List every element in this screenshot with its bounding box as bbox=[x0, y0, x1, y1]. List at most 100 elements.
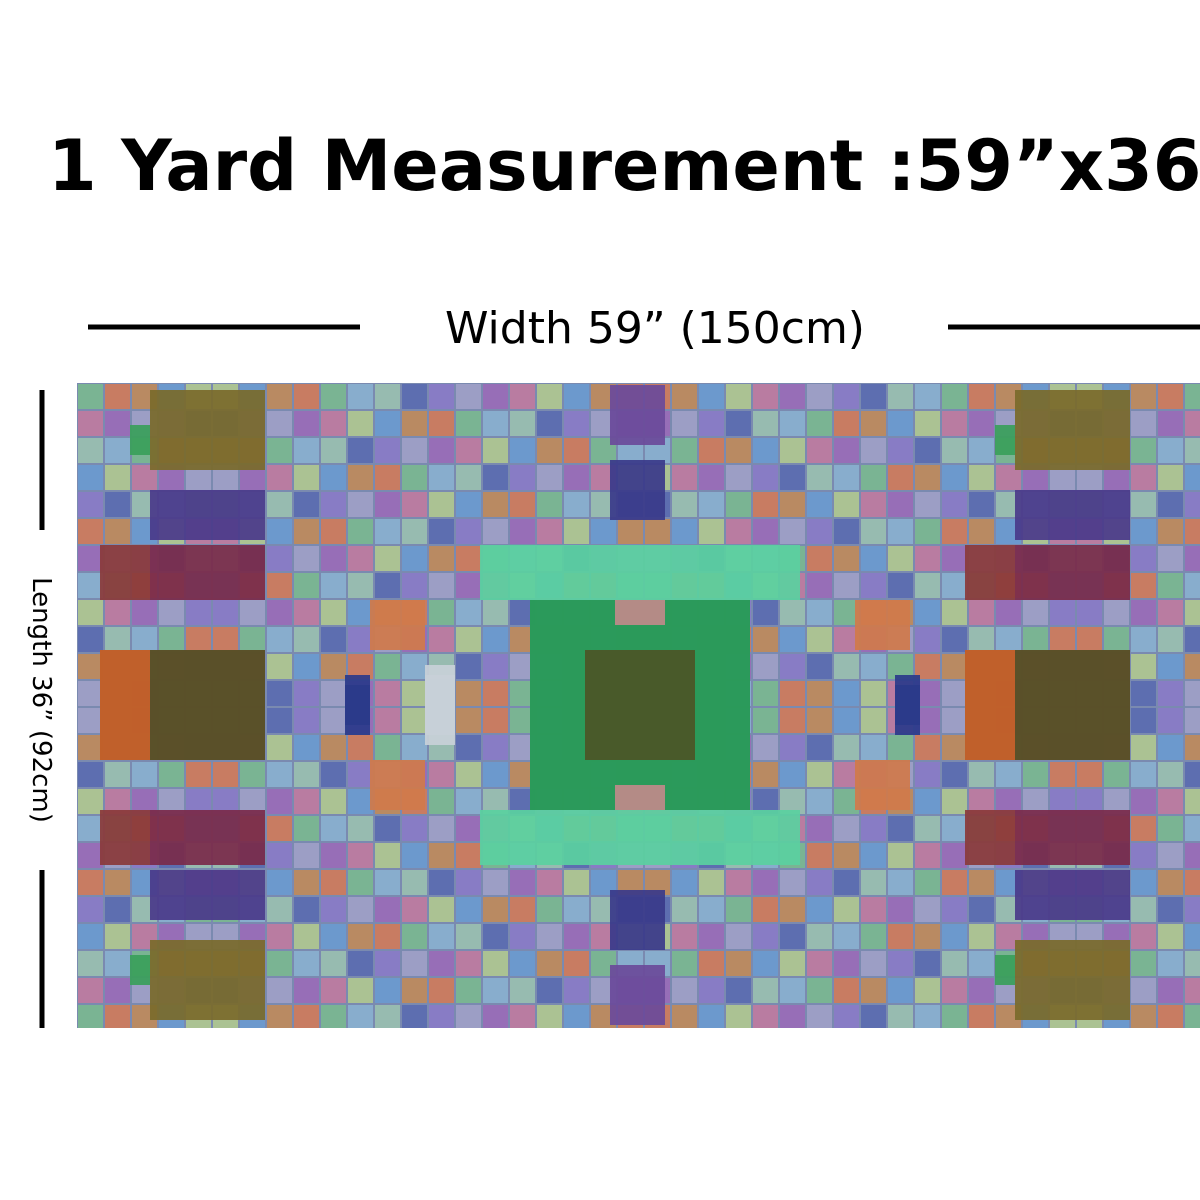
fabric-tile bbox=[995, 425, 1015, 455]
fabric-tile bbox=[105, 924, 130, 949]
fabric-tile bbox=[888, 816, 913, 841]
fabric-tile bbox=[834, 762, 859, 787]
fabric-tile bbox=[699, 978, 724, 1003]
fabric-tile bbox=[456, 735, 481, 760]
fabric-tile bbox=[942, 870, 967, 895]
fabric-tile bbox=[186, 762, 211, 787]
fabric-tile bbox=[375, 897, 400, 922]
fabric-tile bbox=[996, 600, 1021, 625]
fabric-tile bbox=[807, 762, 832, 787]
fabric-tile bbox=[1050, 627, 1075, 652]
fabric-tile bbox=[483, 1005, 508, 1028]
fabric-tile bbox=[375, 438, 400, 463]
fabric-tile bbox=[321, 681, 346, 706]
fabric-tile bbox=[834, 546, 859, 571]
fabric-tile bbox=[456, 546, 481, 571]
fabric-tile bbox=[105, 519, 130, 544]
fabric-tile bbox=[429, 951, 454, 976]
fabric-tile bbox=[564, 978, 589, 1003]
fabric-tile bbox=[78, 978, 103, 1003]
fabric-tile bbox=[726, 465, 751, 490]
fabric-tile bbox=[267, 681, 292, 706]
fabric-tile bbox=[942, 1005, 967, 1028]
fabric-tile bbox=[348, 573, 373, 598]
fabric-tile bbox=[807, 681, 832, 706]
fabric-tile bbox=[321, 897, 346, 922]
fabric-tile bbox=[456, 681, 481, 706]
fabric-tile bbox=[780, 411, 805, 436]
fabric-tile bbox=[726, 951, 751, 976]
fabric-tile bbox=[1158, 708, 1183, 733]
fabric-tile bbox=[78, 897, 103, 922]
fabric-tile bbox=[807, 465, 832, 490]
fabric-tile bbox=[510, 897, 535, 922]
fabric-tile bbox=[610, 385, 665, 445]
fabric-tile bbox=[672, 519, 697, 544]
fabric-tile bbox=[610, 965, 665, 1025]
fabric-tile bbox=[267, 762, 292, 787]
fabric-tile bbox=[807, 735, 832, 760]
fabric-tile bbox=[402, 519, 427, 544]
fabric-tile bbox=[267, 411, 292, 436]
fabric-tile bbox=[834, 465, 859, 490]
fabric-tile bbox=[429, 627, 454, 652]
fabric-tile bbox=[267, 1005, 292, 1028]
fabric-tile bbox=[130, 425, 150, 455]
fabric-tile bbox=[895, 675, 920, 725]
fabric-tile bbox=[861, 411, 886, 436]
fabric-tile bbox=[375, 492, 400, 517]
fabric-tile bbox=[294, 546, 319, 571]
fabric-tile bbox=[348, 1005, 373, 1028]
fabric-tile bbox=[1131, 843, 1156, 868]
fabric-tile bbox=[348, 411, 373, 436]
fabric-tile bbox=[915, 897, 940, 922]
fabric-tile bbox=[483, 465, 508, 490]
fabric-tile bbox=[267, 789, 292, 814]
fabric-tile bbox=[942, 951, 967, 976]
fabric-tile bbox=[861, 735, 886, 760]
fabric-tile bbox=[726, 978, 751, 1003]
fabric-tile bbox=[699, 519, 724, 544]
fabric-tile bbox=[510, 519, 535, 544]
fabric-tile bbox=[483, 978, 508, 1003]
fabric-tile bbox=[564, 519, 589, 544]
fabric-tile bbox=[780, 897, 805, 922]
fabric-tile bbox=[100, 810, 150, 865]
fabric-tile bbox=[1023, 762, 1048, 787]
fabric-tile bbox=[753, 492, 778, 517]
fabric-tile bbox=[294, 708, 319, 733]
fabric-tile bbox=[807, 951, 832, 976]
fabric-tile bbox=[375, 735, 400, 760]
fabric-tile bbox=[402, 411, 427, 436]
fabric-tile bbox=[942, 573, 967, 598]
fabric-tile bbox=[375, 546, 400, 571]
fabric-tile bbox=[78, 843, 103, 868]
fabric-tile bbox=[1131, 762, 1156, 787]
fabric-tile bbox=[672, 897, 697, 922]
fabric-tile bbox=[1185, 627, 1200, 652]
fabric-tile bbox=[942, 681, 967, 706]
fabric-tile bbox=[375, 573, 400, 598]
fabric-tile bbox=[294, 1005, 319, 1028]
fabric-tile bbox=[402, 546, 427, 571]
fabric-tile bbox=[375, 708, 400, 733]
fabric-tile bbox=[240, 789, 265, 814]
fabric-tile bbox=[321, 843, 346, 868]
fabric-tile bbox=[699, 438, 724, 463]
fabric-tile bbox=[78, 627, 103, 652]
fabric-tile bbox=[834, 654, 859, 679]
fabric-tile bbox=[699, 384, 724, 409]
fabric-tile bbox=[915, 438, 940, 463]
fabric-tile bbox=[105, 978, 130, 1003]
fabric-tile bbox=[483, 627, 508, 652]
fabric-tile bbox=[610, 890, 665, 950]
width-label: Width 59” (150cm) bbox=[445, 303, 865, 354]
fabric-tile bbox=[780, 627, 805, 652]
fabric-tile bbox=[429, 519, 454, 544]
fabric-tile bbox=[348, 465, 373, 490]
fabric-tile bbox=[969, 519, 994, 544]
fabric-tile bbox=[425, 675, 455, 745]
fabric-tile bbox=[429, 924, 454, 949]
fabric-tile bbox=[294, 465, 319, 490]
fabric-tile bbox=[969, 870, 994, 895]
